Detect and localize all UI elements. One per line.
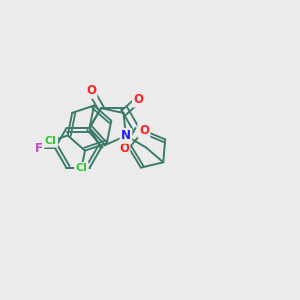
Text: O: O (134, 93, 143, 106)
Text: O: O (139, 124, 149, 137)
Text: F: F (35, 142, 43, 154)
Text: O: O (86, 84, 96, 97)
Text: Cl: Cl (45, 136, 57, 146)
Text: Cl: Cl (76, 163, 87, 173)
Text: O: O (119, 142, 129, 154)
Text: N: N (121, 129, 131, 142)
